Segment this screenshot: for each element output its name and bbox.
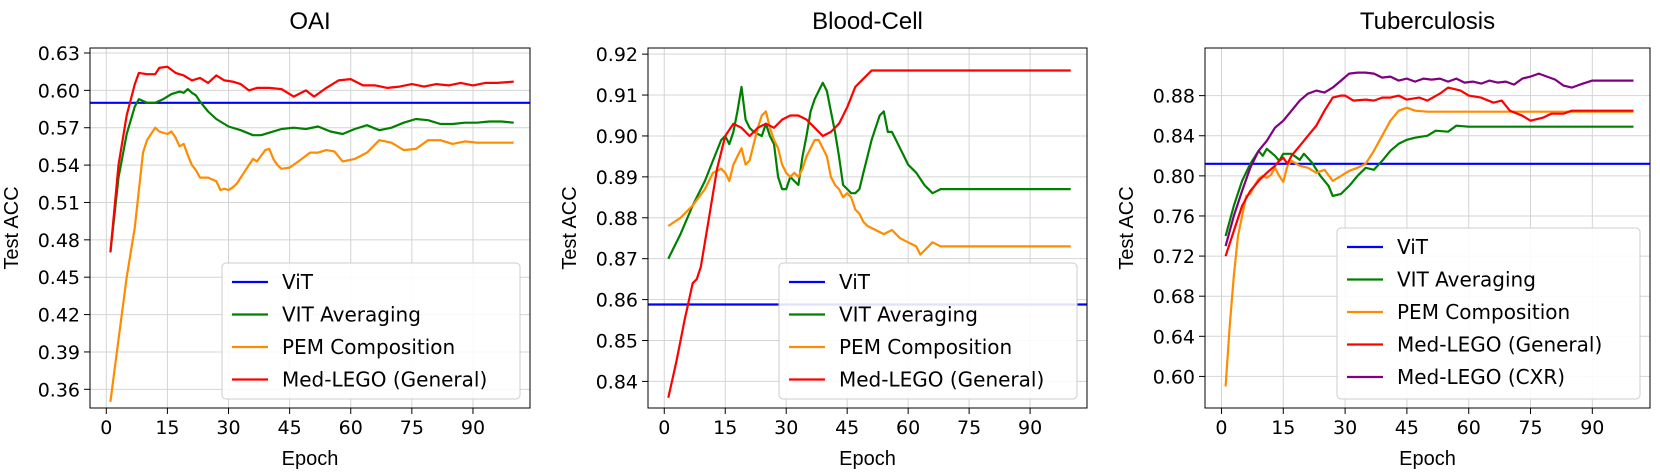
x-tick-label: 60 [896,417,920,439]
y-tick-label: 0.54 [38,155,80,177]
y-tick-label: 0.88 [1153,86,1195,108]
y-tick-label: 0.42 [38,305,80,327]
y-tick-label: 0.91 [596,85,638,107]
series-line-pem-composition [1224,106,1634,387]
series-lines [1205,71,1650,387]
y-tick-label: 0.76 [1153,206,1195,228]
series-lines [90,65,530,402]
x-tick-label: 15 [155,417,179,439]
x-tick-label: 30 [1333,417,1357,439]
y-tick-label: 0.84 [1153,126,1195,148]
y-tick-label: 0.88 [596,208,638,230]
x-tick-label: 45 [835,417,859,439]
y-tick-label: 0.89 [596,167,638,189]
legend-label: Med-LEGO (CXR) [1397,365,1565,389]
y-tick-label: 0.51 [38,192,80,214]
x-axis-label: Epoch [1399,448,1456,470]
x-tick-label: 30 [216,417,240,439]
axes-frame [89,47,531,409]
legend: ViT VIT Averaging PEM Composition Med-LEGO … [778,262,1078,400]
chart-panel-3: 0 15 30 45 60 75 90 0.60 0.64 0.68 0.72 0.76 0.80 0.8… [1116,8,1651,470]
series-line-pem-composition [667,110,1071,256]
x-axis-label: Epoch [839,448,896,470]
legend-label: VIT Averaging [1397,268,1536,292]
y-tick-label: 0.57 [38,118,80,140]
x-tick-label: 0 [658,417,670,439]
y-tick-label: 0.60 [1153,366,1195,388]
y-axis-label: Test ACC [1,186,23,269]
x-tick-label: 0 [1215,417,1227,439]
y-tick-label: 0.36 [38,379,80,401]
legend: ViT VIT Averaging PEM Composition Med-LEGO … [1336,227,1641,400]
x-tick-label: 75 [400,417,424,439]
x-tick-label: 15 [713,417,737,439]
legend-label: PEM Composition [1397,300,1570,324]
x-tick-label: 90 [1580,417,1604,439]
x-tick-label: 60 [339,417,363,439]
y-tick-label: 0.84 [596,371,638,393]
x-tick-label: 60 [1457,417,1481,439]
x-tick-label: 75 [957,417,981,439]
y-axis-label: Test ACC [1116,186,1138,269]
chart-title: Blood-Cell [812,8,923,35]
chart-panel-1: 0 15 30 45 60 75 90 0.36 0.39 0.42 0.45 0.48 0.51 0.5… [1,8,531,470]
chart-title: OAI [289,8,330,35]
legend-label: PEM Composition [282,335,455,359]
x-axis-label: Epoch [282,448,339,470]
series-line-med-lego-general [1224,86,1634,257]
y-tick-label: 0.90 [596,126,638,148]
series-line-vit-averaging [1224,124,1634,237]
x-tick-label: 15 [1271,417,1295,439]
y-tick-label: 0.60 [38,80,80,102]
y-axis-label: Test ACC [559,186,581,269]
x-tick-label: 75 [1518,417,1542,439]
legend-label: VIT Averaging [839,303,978,327]
y-tick-label: 0.63 [38,43,80,65]
legend-label: PEM Composition [839,335,1012,359]
x-tick-label: 0 [100,417,112,439]
chart-title: Tuberculosis [1360,8,1495,35]
y-tick-label: 0.45 [38,267,80,289]
legend: ViT VIT Averaging PEM Composition Med-LEGO … [221,262,521,400]
legend-box [221,262,521,400]
y-tick-label: 0.87 [596,249,638,271]
series-line-pem-composition [109,126,514,402]
legend-box [1336,227,1641,400]
legend-label: ViT [282,270,314,294]
x-tick-label: 90 [461,417,485,439]
legend-label: Med-LEGO (General) [1397,333,1602,357]
legend-label: ViT [1397,235,1429,259]
axes-frame [647,47,1088,409]
x-tick-label: 90 [1018,417,1042,439]
axes-frame [1204,47,1651,409]
y-tick-label: 0.72 [1153,246,1195,268]
chart-panel-2: 0 15 30 45 60 75 90 0.84 0.85 0.86 0.87 0.88 0.89 0.9… [559,8,1088,470]
series-line-med-lego-general [109,65,514,253]
legend-label: VIT Averaging [282,303,421,327]
x-tick-label: 45 [1395,417,1419,439]
series-line-med-lego-general [667,69,1071,399]
y-tick-label: 0.39 [38,342,80,364]
series-line-vit-averaging [667,81,1071,260]
x-tick-label: 30 [774,417,798,439]
y-tick-label: 0.92 [596,44,638,66]
y-tick-label: 0.48 [38,230,80,252]
x-tick-label: 45 [278,417,302,439]
y-tick-label: 0.80 [1153,166,1195,188]
series-line-med-lego-cxr [1224,71,1634,247]
y-tick-label: 0.64 [1153,326,1195,348]
legend-label: Med-LEGO (General) [839,368,1044,392]
legend-box [778,262,1078,400]
legend-label: ViT [839,270,871,294]
y-tick-label: 0.85 [596,331,638,353]
y-tick-label: 0.86 [596,290,638,312]
legend-label: Med-LEGO (General) [282,368,487,392]
series-line-vit-averaging [109,87,514,253]
y-tick-label: 0.68 [1153,286,1195,308]
